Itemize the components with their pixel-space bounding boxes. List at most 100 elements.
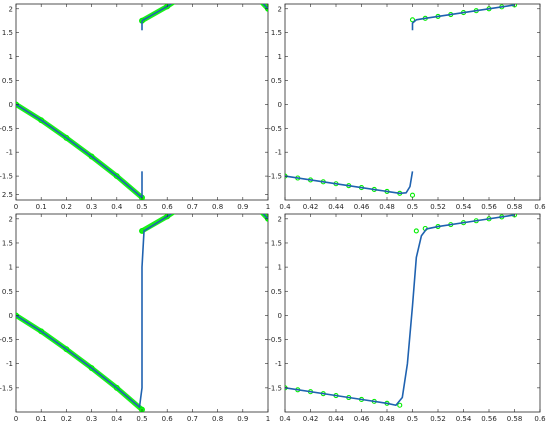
data-marker — [38, 328, 45, 335]
y-tick-label: -1.5 — [0, 173, 13, 181]
x-tick-label: 0.2 — [61, 203, 72, 211]
y-tick-label: 0 — [9, 312, 13, 320]
y-tick-label: 1.5 — [2, 29, 13, 37]
data-marker — [63, 134, 70, 141]
y-tick-label: -1 — [275, 360, 282, 368]
series-line — [411, 4, 515, 31]
y-tick-label: 2 — [278, 215, 282, 223]
x-tick-label: 1 — [266, 203, 270, 211]
x-tick-label: 0.46 — [354, 415, 370, 423]
data-marker — [164, 4, 171, 10]
axes-frame — [15, 3, 269, 201]
panel-bottom-right: 0.4 0.42 0.44 0.46 0.48 0.5 0.5 2 0.54 0.56 0.58 0.… — [268, 213, 546, 423]
x-tick-label: 0.4 — [111, 415, 123, 423]
x-tick-label: 0.44 — [328, 415, 344, 423]
panel-bottom-left: 0 0.1 0.2 0.3 0.4 0.5 0.6 0.7 0.8 0.9 1 -1.5 -1 -0.5 0… — [0, 191, 270, 423]
x-tick-label: 0.6 — [534, 203, 546, 211]
x-tick-label: 0.56 — [481, 203, 497, 211]
y-tick-label: 2 — [9, 215, 13, 223]
x-tick-label: 0.5 — [136, 203, 147, 211]
x-tick-label: 0.8 — [212, 415, 223, 423]
series-line — [16, 214, 268, 408]
x-tick-label: 0.58 — [507, 203, 523, 211]
panel-top-right: 0.4 0.42 0.44 0.46 0.48 0.5 0.52 0.54 0.56 0.58 0.… — [268, 3, 546, 211]
x-tick-label: 0.46 — [354, 203, 370, 211]
data-marker — [38, 117, 45, 124]
data-marker — [113, 173, 120, 180]
plot-area — [285, 214, 518, 408]
y-tick-label: 1.5 — [2, 239, 13, 247]
x-tick-label: 0.5 — [407, 203, 418, 211]
plot-area — [285, 4, 518, 198]
panel-top-left: 0 0.1 0.2 0.3 0.4 0.5 0.6 0.7 0.8 0.9 1 -1.5 -1 -0.5 0… — [0, 3, 270, 211]
x-tick-label: 0.3 — [86, 415, 97, 423]
x-tick-label: 0.6 — [162, 415, 174, 423]
x-tick-label: 0.1 — [36, 415, 47, 423]
x-tick-label: 0.48 — [379, 415, 395, 423]
data-marker — [413, 228, 419, 234]
x-tick-label: 0.42 — [303, 203, 319, 211]
x-tick-label: 0.4 — [111, 203, 123, 211]
data-marker — [63, 346, 70, 353]
y-tick-label: 0.5 — [2, 77, 13, 85]
y-tick-label: -1 — [275, 149, 282, 157]
x-tick-label: 0.52 — [430, 203, 446, 211]
y-tick-label: -0.5 — [268, 336, 282, 344]
x-tick-label: 0.8 — [212, 203, 223, 211]
series-line — [285, 214, 515, 407]
x-tick-label: 0.54 — [456, 415, 472, 423]
x-tick-label: 0.54 — [456, 203, 472, 211]
x-tick-label: 0.9 — [237, 203, 248, 211]
x-tick-label: 0.48 — [379, 203, 395, 211]
x-tick-label: 0.1 — [36, 203, 47, 211]
series-line — [16, 103, 143, 199]
data-marker — [88, 365, 95, 372]
data-marker — [409, 17, 416, 23]
x-tick-label: 0 — [14, 203, 18, 211]
y-tick-label: 0.5 — [271, 288, 282, 296]
y-tick-label: -0.5 — [0, 336, 13, 344]
y-tick-label: -1.5 — [0, 384, 13, 392]
x-tick-label: 0.5 — [136, 415, 147, 423]
x-tick-label: 1 — [266, 415, 270, 423]
y-tick-label: -1 — [6, 149, 13, 157]
x-tick-label: 0.42 — [303, 415, 319, 423]
x-tick-label: 0.44 — [328, 203, 344, 211]
x-tick-label: 0.6 — [534, 415, 546, 423]
y-tick-label: 0.5 — [271, 77, 282, 85]
data-marker — [88, 153, 95, 160]
y-tick-label: -1.5 — [268, 173, 282, 181]
y-tick-label: 1 — [278, 264, 282, 272]
y-tick-label: 1 — [9, 53, 13, 61]
y-tick-label: 0 — [9, 101, 13, 109]
y-tick-label: -1 — [6, 360, 13, 368]
x-tick-label: 0.4 — [279, 203, 291, 211]
x-tick-label: 0.9 — [237, 415, 248, 423]
y-tick-label: 2 — [9, 5, 13, 13]
y-tick-label: -1.5 — [268, 384, 282, 392]
y-tick-label: 2 — [278, 5, 282, 13]
x-tick-label: 0.2 — [61, 415, 72, 423]
y-tick-label: 1.5 — [271, 29, 282, 37]
y-tick-label: -0.5 — [0, 125, 13, 133]
y-tick-label: 0.5 — [2, 288, 13, 296]
x-tick-label: 0 — [14, 415, 18, 423]
y-tick-label: 0 — [278, 101, 282, 109]
series-line — [285, 171, 414, 195]
x-tick-label: 0.6 — [162, 203, 174, 211]
axes-frame — [284, 3, 541, 201]
x-tick-label: 0.56 — [481, 415, 497, 423]
x-tick-label: 0.5 — [407, 415, 418, 423]
x-tick-label: 0.7 — [187, 203, 198, 211]
x-tick-label: 0.4 — [279, 415, 291, 423]
x-tick-label: 0.3 — [86, 203, 97, 211]
x-tick-label: 0.58 — [507, 415, 523, 423]
y-tick-label: 1 — [278, 53, 282, 61]
y-tick-label: 1 — [9, 264, 13, 272]
x-tick-label: 0.7 — [187, 415, 198, 423]
y-tick-label: 1.5 — [271, 239, 282, 247]
y-tick-label: -0.5 — [268, 125, 282, 133]
data-marker — [397, 402, 403, 408]
data-marker — [113, 384, 120, 391]
